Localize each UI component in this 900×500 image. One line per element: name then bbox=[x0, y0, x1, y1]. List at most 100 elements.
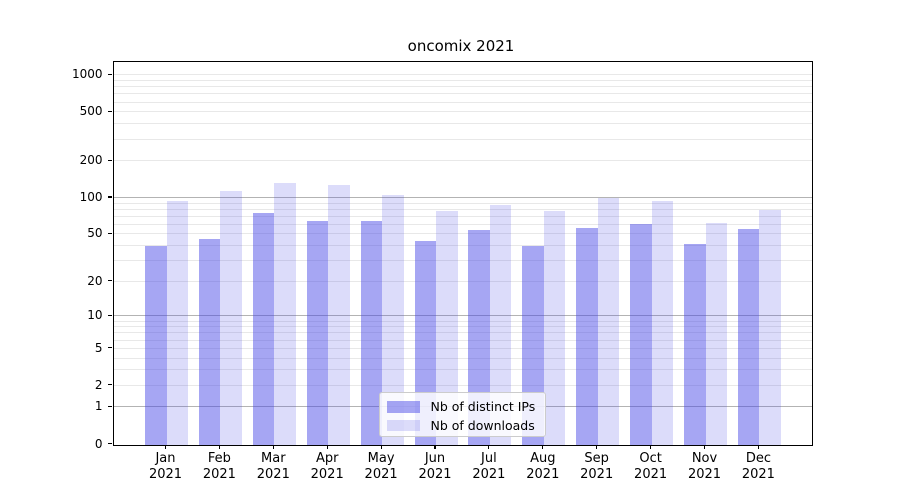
y-tick-label-20: 20 bbox=[87, 273, 103, 288]
x-tick-label-sep: Sep 2021 bbox=[580, 450, 614, 482]
y-tick-mark-1 bbox=[107, 405, 112, 408]
y-tick-label-50: 50 bbox=[87, 226, 103, 241]
gridline-minor-90 bbox=[113, 202, 812, 204]
y-tick-mark-2 bbox=[107, 384, 112, 386]
x-tick-label-jan: Jan 2021 bbox=[148, 450, 183, 482]
gridline-minor-300 bbox=[113, 138, 812, 140]
chart-title: oncomix 2021 bbox=[407, 37, 515, 55]
y-tick-label-2: 2 bbox=[94, 377, 103, 392]
gridline-minor-900 bbox=[113, 80, 812, 82]
x-tick-label-nov: Nov 2021 bbox=[687, 450, 722, 482]
x-tick-mark-nov bbox=[703, 444, 706, 449]
x-tick-label-feb: Feb 2021 bbox=[202, 450, 236, 482]
bar-downloads-nov bbox=[705, 223, 727, 445]
bar-distinct-ips-nov bbox=[684, 243, 706, 445]
y-tick-label-0: 0 bbox=[94, 436, 103, 451]
bar-distinct-ips-sep bbox=[576, 227, 598, 445]
gridline-minor-4 bbox=[113, 357, 812, 359]
bar-downloads-sep bbox=[597, 197, 620, 445]
legend: Nb of distinct IPs Nb of downloads bbox=[378, 391, 546, 437]
y-tick-label-5: 5 bbox=[94, 340, 103, 355]
y-tick-mark-10 bbox=[107, 314, 112, 316]
gridline-minor-600 bbox=[113, 101, 812, 103]
bar-downloads-jun bbox=[436, 211, 458, 445]
gridline-minor-6 bbox=[113, 339, 812, 341]
x-tick-mark-feb bbox=[218, 444, 220, 449]
x-tick-mark-aug bbox=[542, 444, 544, 449]
gridline-minor-200 bbox=[113, 160, 812, 162]
bar-downloads-apr bbox=[328, 184, 350, 445]
x-tick-mark-sep bbox=[596, 444, 598, 449]
bar-downloads-feb bbox=[220, 190, 242, 445]
gridline-minor-400 bbox=[113, 123, 812, 125]
plot-area: Nb of distinct IPs Nb of downloads bbox=[112, 60, 813, 446]
y-tick-label-1: 1 bbox=[94, 399, 103, 414]
bar-downloads-jul bbox=[489, 205, 512, 445]
bar-distinct-ips-feb bbox=[198, 238, 221, 445]
gridline-minor-50 bbox=[113, 233, 812, 235]
gridline-minor-60 bbox=[113, 223, 812, 225]
y-tick-mark-50 bbox=[107, 232, 112, 235]
gridline-major-100 bbox=[113, 196, 812, 198]
gridline-minor-7 bbox=[113, 332, 812, 334]
legend-item-downloads: Nb of downloads bbox=[386, 416, 537, 435]
bar-downloads-aug bbox=[543, 211, 566, 445]
bar-downloads-oct bbox=[651, 201, 674, 445]
x-tick-mark-dec bbox=[757, 444, 759, 449]
x-tick-label-may: May 2021 bbox=[364, 450, 398, 482]
y-tick-label-1000: 1000 bbox=[71, 67, 103, 82]
gridline-major-10 bbox=[113, 315, 812, 317]
legend-label-distinct-ips: Nb of distinct IPs bbox=[430, 399, 536, 415]
gridline-minor-2 bbox=[113, 384, 812, 386]
bar-distinct-ips-oct bbox=[630, 224, 652, 445]
y-tick-mark-1000 bbox=[107, 73, 112, 76]
x-tick-label-jun: Jun 2021 bbox=[418, 450, 452, 482]
gridline-minor-40 bbox=[113, 245, 812, 247]
bar-downloads-may bbox=[382, 195, 404, 445]
y-tick-label-100: 100 bbox=[79, 189, 103, 204]
legend-item-distinct-ips: Nb of distinct IPs bbox=[386, 398, 537, 417]
gridline-minor-5 bbox=[113, 347, 812, 349]
x-tick-mark-apr bbox=[326, 444, 328, 449]
x-tick-mark-oct bbox=[650, 444, 652, 449]
gridline-minor-500 bbox=[113, 111, 812, 113]
gridline-minor-800 bbox=[113, 86, 812, 88]
x-tick-mark-may bbox=[380, 444, 382, 449]
legend-swatch-distinct-ips bbox=[386, 401, 420, 413]
x-tick-mark-jul bbox=[488, 444, 490, 449]
y-tick-label-500: 500 bbox=[79, 104, 103, 119]
gridline-minor-20 bbox=[113, 280, 812, 282]
gridline-minor-8 bbox=[113, 326, 812, 328]
x-tick-label-dec: Dec 2021 bbox=[741, 450, 775, 482]
gridline-minor-80 bbox=[113, 208, 812, 210]
bar-downloads-mar bbox=[274, 182, 296, 445]
gridline-minor-30 bbox=[113, 260, 812, 262]
y-tick-mark-20 bbox=[107, 280, 112, 282]
y-tick-mark-200 bbox=[107, 159, 112, 161]
bar-distinct-ips-jan bbox=[145, 246, 167, 445]
x-tick-mark-mar bbox=[272, 444, 274, 449]
gridline-minor-700 bbox=[113, 93, 812, 95]
y-tick-mark-0 bbox=[107, 442, 112, 445]
y-tick-mark-100 bbox=[107, 196, 112, 198]
gridline-minor-1000 bbox=[113, 74, 812, 76]
bar-distinct-ips-dec bbox=[737, 229, 760, 445]
x-tick-label-oct: Oct 2021 bbox=[634, 450, 668, 482]
x-tick-mark-jun bbox=[434, 444, 436, 449]
gridline-minor-70 bbox=[113, 215, 812, 217]
bar-distinct-ips-apr bbox=[306, 220, 329, 445]
gridline-minor-3 bbox=[113, 369, 812, 371]
legend-swatch-downloads bbox=[386, 419, 420, 431]
y-tick-label-10: 10 bbox=[87, 308, 103, 323]
x-tick-mark-jan bbox=[164, 444, 167, 449]
bar-distinct-ips-jul bbox=[468, 230, 490, 445]
x-tick-label-jul: Jul 2021 bbox=[472, 450, 506, 482]
x-tick-label-mar: Mar 2021 bbox=[256, 450, 290, 482]
y-tick-label-200: 200 bbox=[79, 153, 103, 168]
legend-label-downloads: Nb of downloads bbox=[430, 417, 535, 433]
bar-downloads-jan bbox=[166, 200, 188, 445]
bar-distinct-ips-mar bbox=[252, 213, 275, 445]
gridline-minor-9 bbox=[113, 320, 812, 322]
x-tick-label-aug: Aug 2021 bbox=[526, 450, 560, 482]
